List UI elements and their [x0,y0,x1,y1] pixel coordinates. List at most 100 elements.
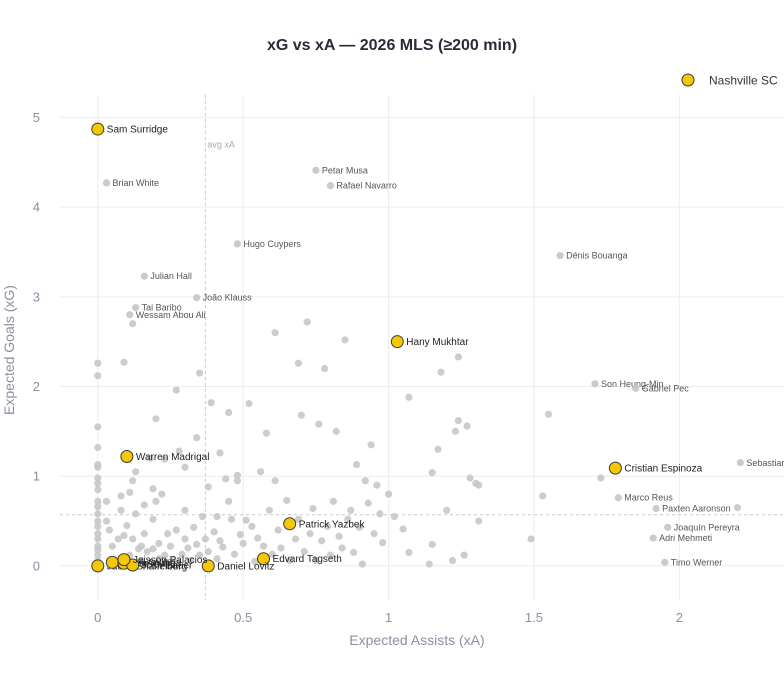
player-point[interactable] [306,530,314,538]
player-point[interactable] [129,535,137,543]
player-point[interactable] [155,539,163,548]
player-point[interactable] [463,422,471,430]
player-point[interactable] [149,515,157,523]
player-point[interactable] [126,311,134,319]
player-point[interactable] [146,454,154,462]
player-point[interactable] [137,556,146,565]
player-point[interactable] [94,497,102,505]
player-point[interactable] [152,497,160,505]
player-point[interactable] [169,556,177,565]
player-point[interactable] [239,539,247,548]
player-point[interactable] [204,483,212,491]
player-point[interactable] [94,551,102,559]
player-point[interactable] [129,477,137,485]
player-point[interactable] [190,523,198,531]
player-point[interactable] [320,364,329,373]
player-point[interactable] [277,544,285,552]
nashville-player-point[interactable] [201,559,215,573]
player-point[interactable] [460,551,468,559]
player-point[interactable] [181,506,189,514]
player-point[interactable] [303,318,311,326]
player-point[interactable] [166,542,175,550]
player-point[interactable] [291,535,300,543]
player-point[interactable] [94,463,102,471]
player-point[interactable] [102,517,111,525]
player-point[interactable] [323,522,332,531]
player-point[interactable] [227,515,236,523]
player-point[interactable] [527,535,535,543]
player-point[interactable] [94,530,102,538]
player-point[interactable] [140,530,148,538]
player-point[interactable] [230,550,239,558]
player-point[interactable] [207,399,215,407]
player-point[interactable] [733,504,742,512]
player-point[interactable] [632,384,640,392]
player-point[interactable] [315,420,323,428]
player-point[interactable] [94,522,102,531]
player-point[interactable] [248,522,256,531]
player-point[interactable] [664,523,672,531]
player-point[interactable] [364,499,372,507]
player-point[interactable] [376,510,384,518]
player-point[interactable] [94,510,102,518]
player-point[interactable] [222,475,230,483]
player-point[interactable] [213,555,221,563]
player-point[interactable] [283,496,291,505]
player-point[interactable] [347,506,355,514]
player-point[interactable] [294,515,303,523]
player-point[interactable] [172,526,180,534]
player-point[interactable] [94,503,102,511]
player-point[interactable] [335,532,343,540]
player-point[interactable] [539,492,547,500]
player-point[interactable] [254,534,262,542]
player-point[interactable] [163,530,172,538]
player-point[interactable] [405,548,413,557]
nashville-player-point[interactable] [117,553,131,567]
player-point[interactable] [355,523,364,531]
player-point[interactable] [225,408,233,417]
player-point[interactable] [326,551,335,559]
player-point[interactable] [172,386,180,394]
player-point[interactable] [129,320,137,328]
player-point[interactable] [300,547,308,556]
player-point[interactable] [649,534,657,542]
nashville-player-point[interactable] [257,552,271,566]
player-point[interactable] [149,545,157,553]
player-point[interactable] [193,434,201,442]
player-point[interactable] [233,477,241,485]
player-point[interactable] [399,525,407,533]
player-point[interactable] [204,547,212,556]
player-point[interactable] [344,515,352,523]
player-point[interactable] [131,510,140,518]
player-point[interactable] [443,506,451,514]
player-point[interactable] [661,558,669,566]
nashville-player-point[interactable] [283,517,297,531]
player-point[interactable] [556,251,564,260]
player-point[interactable] [475,517,483,525]
player-point[interactable] [187,556,195,565]
player-point[interactable] [271,329,279,337]
player-point[interactable] [120,531,128,540]
player-point[interactable] [158,490,166,498]
player-point[interactable] [373,481,381,489]
player-point[interactable] [120,358,128,366]
player-point[interactable] [434,445,442,453]
player-point[interactable] [195,551,204,559]
legend[interactable]: Nashville SC [681,73,778,88]
player-point[interactable] [358,560,366,568]
player-point[interactable] [233,240,241,248]
player-point[interactable] [257,468,265,476]
player-point[interactable] [105,526,114,534]
player-point[interactable] [94,486,102,494]
player-point[interactable] [94,474,102,482]
player-point[interactable] [94,535,102,543]
player-point[interactable] [338,544,346,552]
player-point[interactable] [225,497,233,505]
player-point[interactable] [201,535,209,543]
player-point[interactable] [126,488,134,496]
player-point[interactable] [370,530,378,538]
nashville-player-point[interactable] [105,555,119,569]
player-point[interactable] [216,537,224,545]
player-point[interactable] [286,556,294,565]
player-point[interactable] [242,516,250,524]
